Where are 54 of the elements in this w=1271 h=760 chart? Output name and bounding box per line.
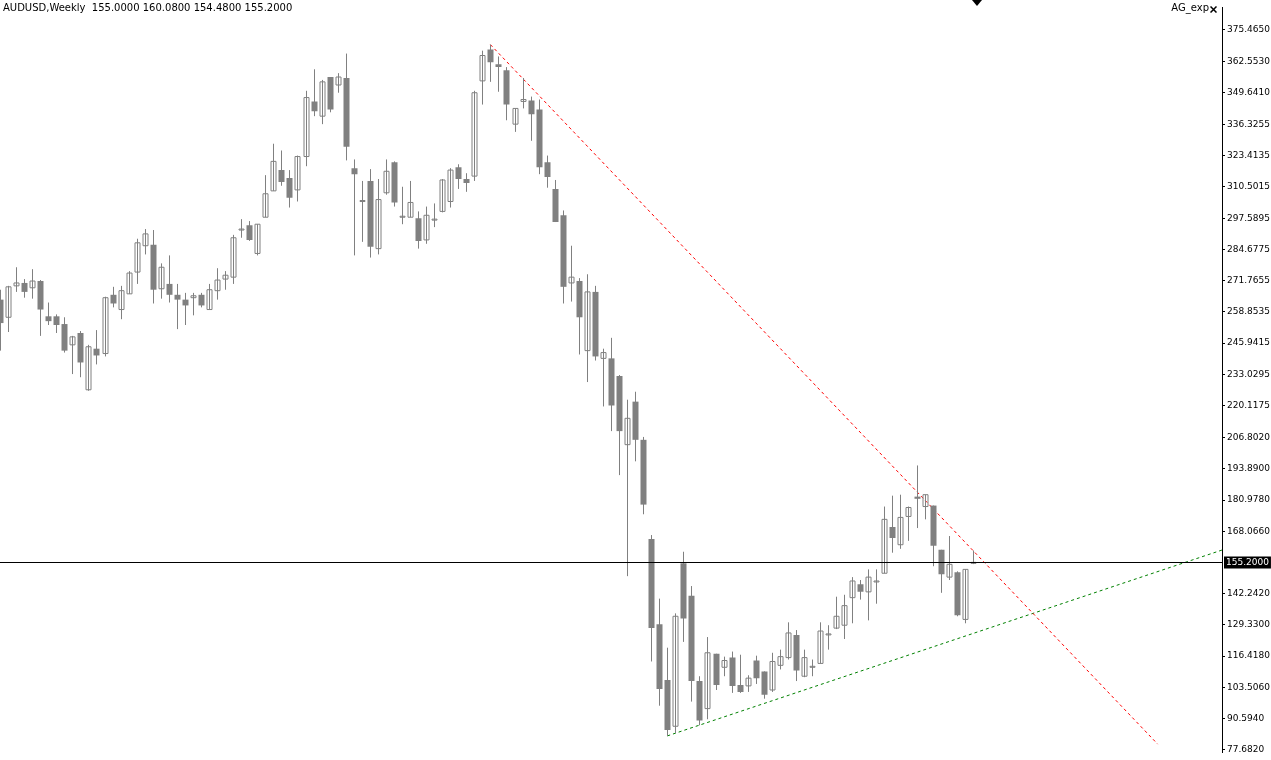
y-tick-label: 297.5895	[1227, 212, 1270, 223]
y-tick-label: 168.0660	[1227, 525, 1271, 536]
y-tick-label: 103.5060	[1227, 681, 1271, 692]
y-tick-label: 220.1175	[1227, 399, 1270, 410]
candlestick	[495, 55, 502, 93]
y-tick-label: 206.8020	[1227, 431, 1271, 442]
candlestick	[487, 44, 494, 83]
candlestick	[544, 155, 551, 189]
y-tick-label: 129.3300	[1227, 619, 1271, 630]
candlestick	[190, 292, 197, 316]
candlestick	[463, 172, 470, 193]
candlestick	[45, 302, 52, 326]
candlestick	[278, 149, 285, 187]
candlestick	[528, 96, 535, 142]
annotation: AG_exp	[1171, 2, 1209, 13]
y-tick-label: 116.4180	[1227, 650, 1271, 661]
candlestick	[383, 158, 390, 196]
y-tick-label: 349.6410	[1227, 86, 1271, 97]
y-tick-label: 336.3255	[1227, 118, 1270, 129]
candlestick	[905, 506, 912, 542]
candlestick	[479, 50, 486, 106]
candlestick	[262, 174, 269, 218]
candlestick	[471, 90, 478, 182]
chart-title: AUDUSD,Weekly 155.0000 160.0800 154.4800 155.2000	[3, 2, 293, 13]
candlestick	[520, 77, 527, 109]
y-tick-label: 142.2420	[1227, 588, 1271, 599]
y-tick-label: 180.9780	[1227, 494, 1271, 505]
y-tick-label: 284.6775	[1227, 243, 1270, 254]
candlestick	[351, 158, 358, 256]
candlestick	[238, 218, 245, 239]
candlestick	[174, 283, 181, 330]
candlestick	[455, 163, 462, 190]
y-tick-label: 233.0295	[1227, 368, 1270, 379]
ref-line-label: 155.2000	[1226, 556, 1270, 567]
candlestick	[881, 506, 888, 574]
y-tick-label: 193.8900	[1227, 463, 1271, 474]
y-tick-label: 375.4650	[1227, 24, 1271, 35]
y-tick-label: 310.5015	[1227, 181, 1270, 192]
candlestick	[512, 107, 519, 133]
y-tick-label: 90.5940	[1227, 712, 1265, 723]
candlestick	[53, 313, 60, 334]
y-tick-label: 362.5530	[1227, 55, 1271, 66]
candlestick	[270, 143, 277, 192]
candlestick	[359, 180, 366, 243]
y-tick-label: 77.6820	[1227, 744, 1265, 755]
candlestick	[753, 655, 760, 685]
candlestick	[166, 254, 173, 304]
candlestick	[102, 296, 109, 357]
y-tick-label: 245.9415	[1227, 337, 1270, 348]
y-tick-label: 323.4135	[1227, 150, 1270, 161]
candlestick	[849, 576, 856, 624]
candlestick	[303, 90, 310, 167]
y-tick-label: 271.7655	[1227, 274, 1270, 285]
y-tick-label: 258.8535	[1227, 306, 1270, 317]
